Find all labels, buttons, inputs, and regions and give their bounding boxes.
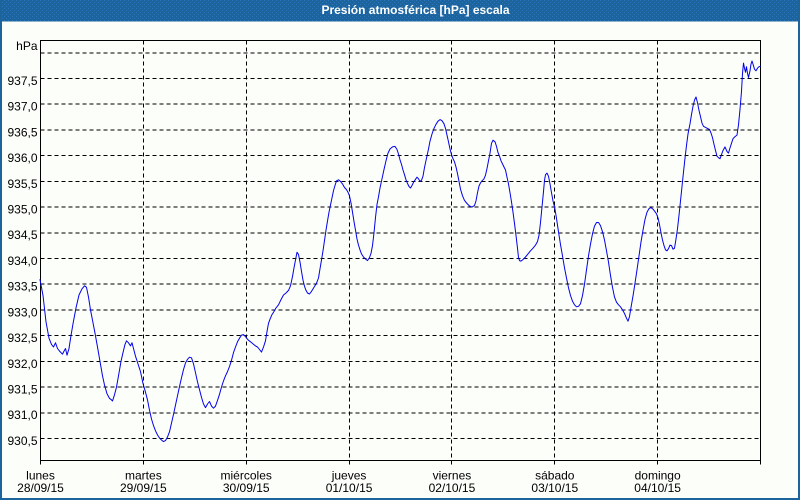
svg-text:miércoles: miércoles	[221, 469, 272, 483]
svg-text:933,5: 933,5	[7, 280, 37, 294]
svg-text:934,0: 934,0	[7, 254, 37, 268]
svg-text:04/10/15: 04/10/15	[634, 481, 681, 495]
svg-text:sábado: sábado	[535, 469, 575, 483]
svg-text:hPa: hPa	[16, 39, 38, 53]
svg-text:934,5: 934,5	[7, 228, 37, 242]
svg-text:03/10/15: 03/10/15	[531, 481, 578, 495]
svg-text:936,5: 936,5	[7, 125, 37, 139]
svg-text:Presión atmosférica [hPa] esca: Presión atmosférica [hPa] escala	[321, 3, 509, 17]
svg-text:lunes: lunes	[26, 469, 55, 483]
svg-text:932,0: 932,0	[7, 357, 37, 371]
svg-text:932,5: 932,5	[7, 331, 37, 345]
svg-text:martes: martes	[125, 469, 162, 483]
svg-text:jueves: jueves	[331, 469, 367, 483]
svg-text:02/10/15: 02/10/15	[429, 481, 476, 495]
svg-text:931,0: 931,0	[7, 408, 37, 422]
svg-text:930,5: 930,5	[7, 434, 37, 448]
svg-text:933,0: 933,0	[7, 305, 37, 319]
svg-text:935,0: 935,0	[7, 202, 37, 216]
svg-text:30/09/15: 30/09/15	[223, 481, 270, 495]
svg-text:domingo: domingo	[635, 469, 681, 483]
svg-text:931,5: 931,5	[7, 382, 37, 396]
svg-text:01/10/15: 01/10/15	[326, 481, 373, 495]
svg-text:936,0: 936,0	[7, 151, 37, 165]
svg-text:937,0: 937,0	[7, 100, 37, 114]
svg-text:29/09/15: 29/09/15	[120, 481, 167, 495]
svg-text:28/09/15: 28/09/15	[17, 481, 64, 495]
svg-text:937,5: 937,5	[7, 74, 37, 88]
svg-text:935,5: 935,5	[7, 177, 37, 191]
svg-text:viernes: viernes	[433, 469, 472, 483]
